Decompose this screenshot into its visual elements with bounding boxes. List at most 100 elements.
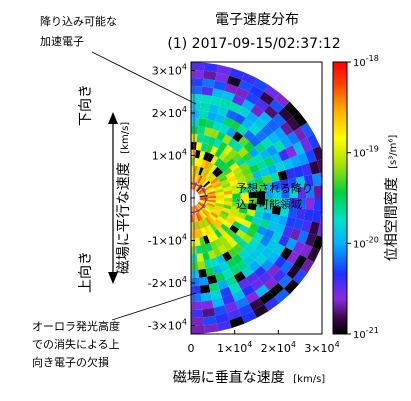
distribution-cell (222, 154, 232, 164)
distribution-cell (210, 177, 219, 185)
distribution-cell (191, 301, 203, 311)
distribution-cell (273, 140, 286, 153)
x-axis-label-text: 磁場に垂直な速度 (173, 369, 285, 386)
distribution-cell (292, 141, 305, 156)
distribution-cell (208, 103, 220, 114)
distribution-cell (222, 294, 236, 306)
distribution-cell (286, 131, 300, 146)
distribution-cell (205, 242, 214, 252)
distribution-cell (293, 165, 304, 178)
distribution-cell (263, 156, 275, 168)
distribution-cell (274, 161, 286, 173)
distribution-cell (242, 219, 252, 229)
y-tick-label-base: -1×10 (148, 235, 182, 248)
distribution-cell (263, 182, 273, 191)
distribution-cell (264, 105, 279, 119)
distribution-cell (236, 176, 247, 184)
distribution-cell (200, 219, 207, 228)
distribution-cell (240, 192, 249, 198)
distribution-cell (238, 249, 250, 260)
distribution-cell (222, 268, 234, 280)
distribution-cell (270, 231, 283, 244)
y-tick-label-exp: 4 (182, 105, 187, 114)
distribution-cell (205, 184, 214, 191)
distribution-cell (269, 99, 284, 114)
distribution-cell (252, 216, 262, 226)
colorbar-label: 位相空間密度 [s³/m⁶] (383, 135, 400, 262)
distribution-cell (191, 269, 200, 279)
distribution-cell (247, 203, 257, 211)
distribution-cell (200, 168, 207, 177)
distribution-cell (214, 113, 226, 124)
y-tick-label-exp: 4 (182, 318, 187, 327)
chart-title: 電子速度分布 (215, 12, 299, 28)
distribution-cell (235, 296, 250, 309)
distribution-cell (300, 122, 315, 138)
distribution-cell (206, 162, 214, 172)
distribution-cell (203, 70, 217, 81)
distribution-cell (243, 141, 255, 153)
distribution-cell (201, 86, 214, 96)
distribution-cell (216, 198, 225, 202)
distribution-cell (199, 284, 211, 294)
distribution-cell (312, 235, 322, 250)
distribution-cell (218, 151, 228, 161)
colorbar-unit: [s³/m⁶] (388, 135, 399, 169)
direction-arrow (108, 112, 118, 284)
distribution-cell (286, 116, 301, 132)
distribution-cell (256, 190, 266, 198)
distribution-cell (239, 162, 250, 172)
distribution-cell (239, 187, 249, 194)
distribution-cell (216, 216, 226, 224)
distribution-cell (255, 284, 270, 298)
distribution-cell (224, 194, 233, 198)
distribution-cell (214, 148, 224, 158)
distribution-cell (274, 223, 286, 235)
distribution-cell (199, 211, 205, 220)
distribution-cell (273, 126, 287, 141)
distribution-cell (210, 211, 219, 219)
distribution-cell (240, 198, 249, 204)
distribution-cell (191, 125, 199, 134)
distribution-cell (218, 235, 228, 245)
distribution-cell (213, 207, 222, 214)
annotation-expected-region: 予想される降り 込み可能領域 (236, 181, 317, 211)
distribution-cell (203, 127, 213, 137)
distribution-cell (254, 242, 267, 254)
distribution-cell (207, 201, 216, 206)
distribution-cell (264, 84, 280, 99)
distribution-cell (229, 209, 239, 217)
distribution-cell (223, 144, 233, 155)
distribution-cell (258, 271, 273, 285)
distribution-cell (224, 301, 239, 313)
distribution-cell (272, 113, 287, 127)
distribution-cell (277, 170, 288, 181)
distribution-cell (213, 182, 222, 189)
distribution-cell (289, 155, 302, 168)
distribution-cell (195, 166, 201, 175)
distribution-cell (211, 88, 225, 99)
distribution-cell (210, 290, 223, 301)
distribution-cell (248, 238, 260, 249)
distribution-cell (191, 214, 194, 223)
distribution-cell (249, 135, 261, 148)
distribution-cell (312, 209, 322, 223)
distribution-cell (194, 174, 199, 183)
annotation-pointer-bottom (111, 292, 197, 321)
distribution-cell (227, 137, 239, 149)
distribution-cell (279, 206, 290, 217)
distribution-cell (256, 198, 266, 206)
distribution-cell (230, 184, 240, 191)
distribution-cell (274, 92, 290, 108)
distribution-cell (297, 230, 309, 244)
distribution-cell (279, 179, 290, 190)
y-tick-label-base: -3×10 (148, 320, 182, 333)
distribution-cell (200, 142, 208, 152)
distribution-cell (237, 146, 249, 158)
distribution-cell (209, 223, 218, 232)
distribution-cell (214, 157, 223, 167)
distribution-cell (237, 238, 249, 250)
distribution-cell (255, 204, 265, 213)
x-tick-label-exp: 4 (335, 340, 340, 349)
y-tick-label-exp: 4 (182, 233, 187, 242)
